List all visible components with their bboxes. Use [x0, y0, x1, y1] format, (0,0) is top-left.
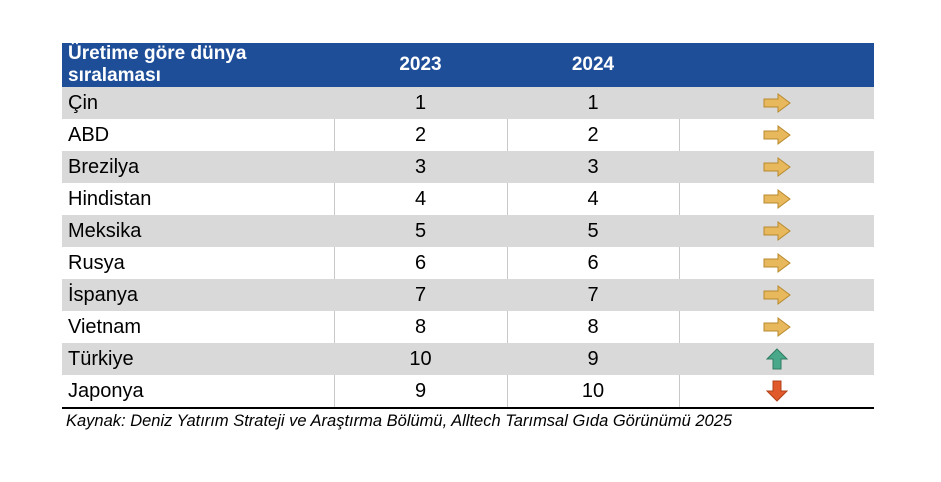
right-arrow-icon	[680, 317, 875, 337]
table-row: Rusya 6 6	[62, 247, 874, 279]
table-row: Meksika 5 5	[62, 215, 874, 247]
trend-cell	[679, 215, 874, 247]
rank-2024-cell: 6	[506, 247, 679, 279]
right-arrow-icon	[679, 221, 874, 241]
country-cell: Japonya	[62, 375, 334, 409]
rank-2023-cell: 6	[333, 247, 507, 279]
table-row: Çin 1 1	[62, 87, 874, 119]
rank-2023-cell: 4	[333, 183, 507, 215]
table-row: İspanya 7 7	[62, 279, 874, 311]
ranking-table: Üretime göre dünya sıralaması 2023 2024 …	[62, 43, 874, 409]
rank-2023-cell: 1	[334, 87, 507, 119]
right-arrow-icon	[680, 125, 875, 145]
table-header-row: Üretime göre dünya sıralaması 2023 2024	[62, 43, 874, 87]
country-cell: İspanya	[62, 279, 334, 311]
rank-2024-cell: 2	[506, 119, 679, 151]
trend-cell	[679, 87, 874, 119]
rank-2024-cell: 4	[506, 183, 679, 215]
right-arrow-icon	[680, 189, 875, 209]
country-cell: Vietnam	[62, 311, 334, 343]
rank-2023-cell: 8	[333, 311, 507, 343]
trend-cell	[678, 375, 875, 409]
rank-2024-cell: 5	[507, 215, 679, 247]
rank-2023-cell: 2	[333, 119, 507, 151]
rank-2024-cell: 8	[506, 311, 679, 343]
country-cell: Hindistan	[62, 183, 334, 215]
country-cell: Rusya	[62, 247, 334, 279]
rank-2023-cell: 7	[334, 279, 507, 311]
country-cell: Brezilya	[62, 151, 334, 183]
header-label: Üretime göre dünya sıralaması	[62, 43, 334, 87]
table-row: Türkiye 10 9	[62, 343, 874, 375]
right-arrow-icon	[680, 253, 875, 273]
down-arrow-icon	[680, 380, 875, 402]
rank-2023-cell: 5	[334, 215, 507, 247]
source-note: Kaynak: Deniz Yatırım Strateji ve Araştı…	[66, 412, 733, 430]
country-cell: ABD	[62, 119, 334, 151]
right-arrow-icon	[679, 285, 874, 305]
table-row: ABD 2 2	[62, 119, 874, 151]
rank-2023-cell: 10	[334, 343, 507, 375]
table-row: Hindistan 4 4	[62, 183, 874, 215]
trend-cell	[678, 247, 875, 279]
rank-2023-cell: 9	[333, 375, 507, 409]
rank-2024-cell: 9	[507, 343, 679, 375]
country-cell: Çin	[62, 87, 334, 119]
header-2023: 2023	[334, 43, 507, 87]
trend-cell	[679, 279, 874, 311]
right-arrow-icon	[679, 157, 874, 177]
table-row: Vietnam 8 8	[62, 311, 874, 343]
table-row: Brezilya 3 3	[62, 151, 874, 183]
trend-cell	[678, 311, 875, 343]
rank-2023-cell: 3	[334, 151, 507, 183]
trend-cell	[678, 183, 875, 215]
header-trend	[679, 43, 874, 87]
up-arrow-icon	[679, 348, 874, 370]
rank-2024-cell: 10	[506, 375, 679, 409]
rank-2024-cell: 3	[507, 151, 679, 183]
table-row: Japonya 9 10	[62, 375, 875, 409]
rank-2024-cell: 7	[507, 279, 679, 311]
country-cell: Meksika	[62, 215, 334, 247]
rank-2024-cell: 1	[507, 87, 679, 119]
trend-cell	[678, 119, 875, 151]
header-2024: 2024	[507, 43, 679, 87]
right-arrow-icon	[679, 93, 874, 113]
country-cell: Türkiye	[62, 343, 334, 375]
trend-cell	[679, 151, 874, 183]
trend-cell	[679, 343, 874, 375]
